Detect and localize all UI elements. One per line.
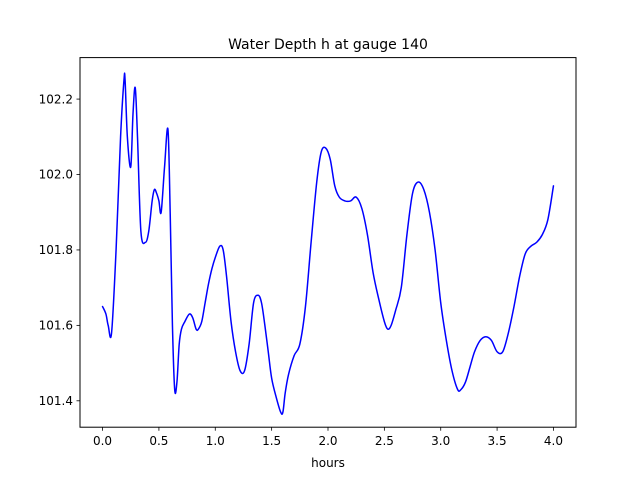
- y-tick-label: 101.8: [39, 243, 73, 257]
- x-tick-label: 4.0: [544, 434, 563, 448]
- y-tick-label: 102.0: [39, 168, 73, 182]
- x-tick-label: 2.5: [375, 434, 394, 448]
- x-axis: 0.0 0.5 1.0 1.5 2.0 2.5 3.0 3.5 4.0: [93, 427, 563, 448]
- chart-title: Water Depth h at gauge 140: [228, 37, 428, 53]
- series-layer: [101, 72, 555, 415]
- x-tick-label: 2.0: [318, 434, 337, 448]
- x-tick-label: 3.5: [488, 434, 507, 448]
- x-tick-label: 3.0: [431, 434, 450, 448]
- plot-area: [80, 57, 576, 428]
- x-tick-label: 1.0: [206, 434, 225, 448]
- x-tick-label: 1.5: [262, 434, 281, 448]
- y-axis: 101.4 101.6 101.8 102.0 102.2: [39, 92, 80, 408]
- y-tick-label: 102.2: [39, 92, 73, 106]
- x-axis-label: hours: [311, 456, 345, 470]
- series-line: [101, 72, 555, 415]
- x-tick-label: 0.0: [93, 434, 112, 448]
- y-tick-label: 101.4: [39, 394, 73, 408]
- x-tick-label: 0.5: [149, 434, 168, 448]
- y-tick-label: 101.6: [39, 319, 73, 333]
